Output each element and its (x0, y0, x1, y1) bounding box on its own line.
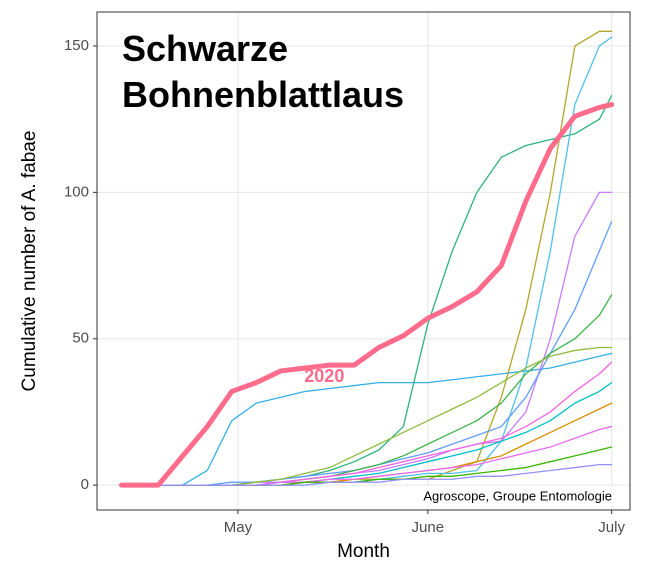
y-tick-label: 150 (64, 37, 89, 54)
x-axis-label: Month (337, 541, 390, 562)
chart-title: Schwarze Bohnenblattlaus (122, 28, 405, 115)
caption: Agroscope, Groupe Entomologie (423, 488, 612, 503)
y-tick-label: 0 (81, 476, 89, 493)
y-tick-label: 100 (64, 183, 89, 200)
x-tick-label: June (412, 519, 445, 536)
panel-border (96, 11, 631, 511)
plot-area (97, 12, 630, 510)
x-tick-label: July (598, 519, 625, 536)
series-label: 2020 (304, 366, 344, 386)
y-tick-label: 50 (72, 330, 89, 347)
series-line (119, 102, 615, 488)
x-tick-label: May (224, 519, 253, 536)
caption-bg (374, 486, 616, 506)
y-axis-label: Cumulative number of A. fabae (19, 131, 40, 392)
series-line (120, 463, 613, 486)
